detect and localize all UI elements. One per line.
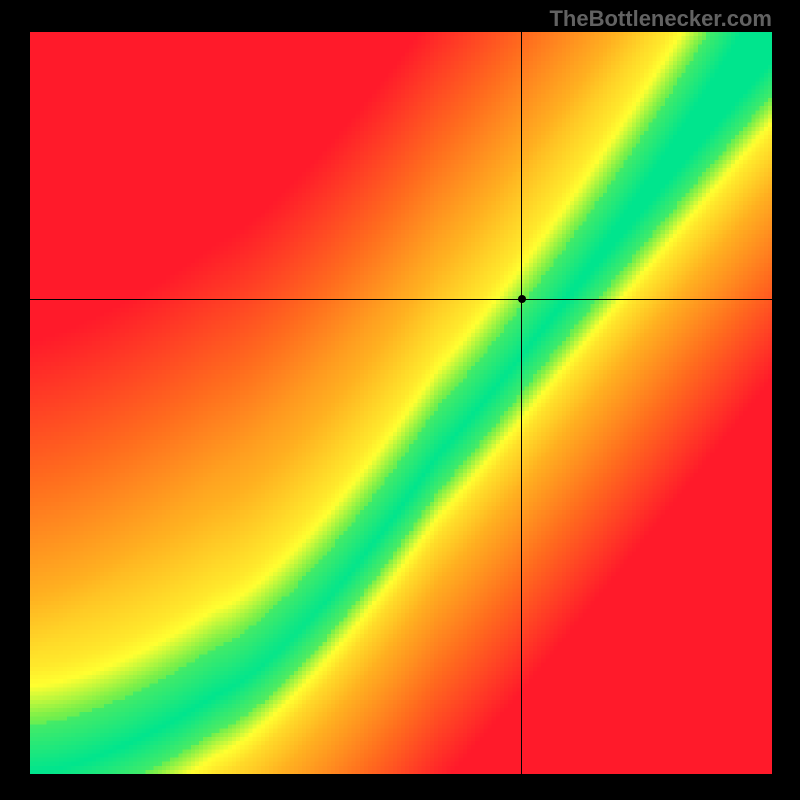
chart-container: TheBottlenecker.com <box>0 0 800 800</box>
crosshair-marker <box>518 295 526 303</box>
crosshair-vertical <box>521 32 522 774</box>
crosshair-horizontal <box>30 299 772 300</box>
watermark-text: TheBottlenecker.com <box>549 6 772 32</box>
bottleneck-heatmap <box>30 32 772 774</box>
